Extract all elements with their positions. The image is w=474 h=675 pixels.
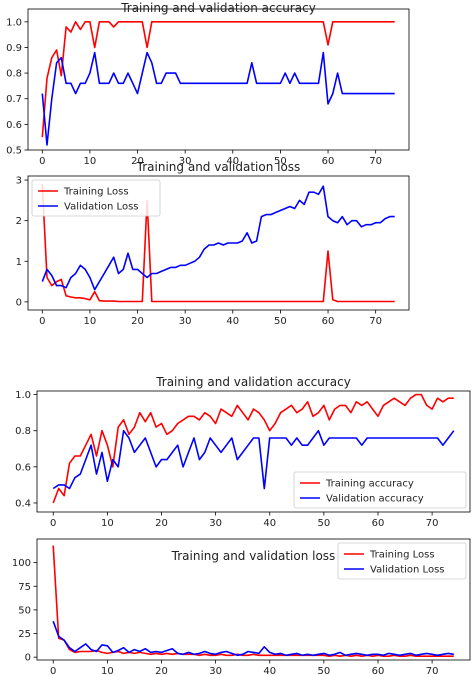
x-tick-label: 70 [426,518,439,529]
x-tick-label: 50 [317,666,330,675]
chart-1: 0 10 20 30 40 50 60 70 0.5 0.6 0.7 0.8 0.9 1.0 Trainin… [6,1,410,167]
legend-box [293,471,467,509]
x-tick-label: 50 [274,156,287,167]
series-line-training [52,393,454,504]
x-tick-label: 20 [131,316,144,327]
legend-label: Training Loss [369,550,435,561]
x-tick-label: 0 [39,156,45,167]
y-tick-label: 0.5 [6,146,22,157]
legend-box [337,542,467,580]
x-tick-label: 10 [101,518,114,529]
y-tick-label: 50 [18,605,31,616]
x-tick-label: 10 [84,156,97,167]
chart-title: Training and validation accuracy [155,375,351,389]
x-tick-label: 0 [50,518,56,529]
x-tick-label: 70 [426,666,439,675]
series-line-training [41,20,395,138]
legend-label: Training Loss [63,187,129,198]
y-tick-label: 0.7 [6,94,22,105]
y-tick-label: 0.8 [6,69,22,80]
series-line-validation [41,185,395,291]
x-tick-label: 60 [372,666,385,675]
x-tick-label: 10 [101,666,114,675]
series-line-validation [41,51,395,146]
chart-3: 0 10 20 30 40 50 60 70 0.4 0.6 0.8 1.0 Training and … [15,375,471,529]
y-tick-label: 0.4 [15,498,31,509]
y-tick-label: 1.0 [15,390,31,401]
series-line-validation [52,429,455,490]
chart-2: 0 10 20 30 40 50 60 70 0 1 2 3 Training and validati… [16,160,410,327]
x-tick-label: 30 [179,316,192,327]
legend-label: Training accuracy [325,479,414,490]
legend: Training accuracy Validation accuracy [293,471,467,509]
y-tick-label: 1.0 [6,17,22,28]
legend-label: Validation Loss [370,565,445,576]
x-tick-label: 20 [155,518,168,529]
y-tick-label: 0.6 [6,120,22,131]
x-tick-label: 40 [263,666,276,675]
chart-title: Training and validation loss [136,160,301,174]
x-tick-label: 20 [131,156,144,167]
legend-label: Validation accuracy [326,494,424,505]
x-tick-label: 50 [317,518,330,529]
x-tick-label: 60 [322,316,335,327]
chart-4: 0 10 20 30 40 50 60 70 0 25 50 75 100 Training and va… [12,538,471,675]
y-tick-label: 3 [16,176,22,187]
y-tick-label: 0 [16,297,22,308]
series-line-training [41,184,395,303]
x-tick-label: 50 [274,316,287,327]
series-line-training [52,545,454,658]
y-tick-label: 25 [18,629,31,640]
x-tick-label: 70 [369,156,382,167]
x-tick-label: 0 [39,316,45,327]
plot-frame [27,8,410,151]
y-tick-label: 0.8 [15,426,31,437]
x-tick-label: 20 [155,666,168,675]
x-tick-label: 10 [84,316,97,327]
legend: Training Loss Validation Loss [337,542,467,580]
y-tick-label: 0.9 [6,43,22,54]
x-tick-label: 60 [322,156,335,167]
legend-box [31,179,161,217]
x-tick-label: 0 [50,666,56,675]
x-tick-label: 40 [226,156,239,167]
x-tick-label: 40 [226,316,239,327]
legend: Training Loss Validation Loss [31,179,161,217]
legend-label: Validation Loss [64,202,139,213]
x-tick-label: 40 [263,518,276,529]
y-tick-label: 2 [16,216,22,227]
x-tick-label: 30 [179,156,192,167]
plot-frame [36,390,471,513]
y-tick-label: 75 [18,582,31,593]
y-tick-label: 0.6 [15,462,31,473]
y-tick-label: 0 [25,653,31,664]
x-tick-label: 30 [209,518,222,529]
y-tick-label: 100 [12,558,31,569]
plot-frame [27,175,410,311]
x-tick-label: 60 [372,518,385,529]
chart-title: Training and validation accuracy [120,1,316,15]
x-tick-label: 70 [369,316,382,327]
chart-title: Training and validation loss [171,549,336,563]
x-tick-label: 30 [209,666,222,675]
y-tick-label: 1 [16,257,22,268]
plot-frame [36,538,471,661]
series-line-validation [52,620,454,657]
